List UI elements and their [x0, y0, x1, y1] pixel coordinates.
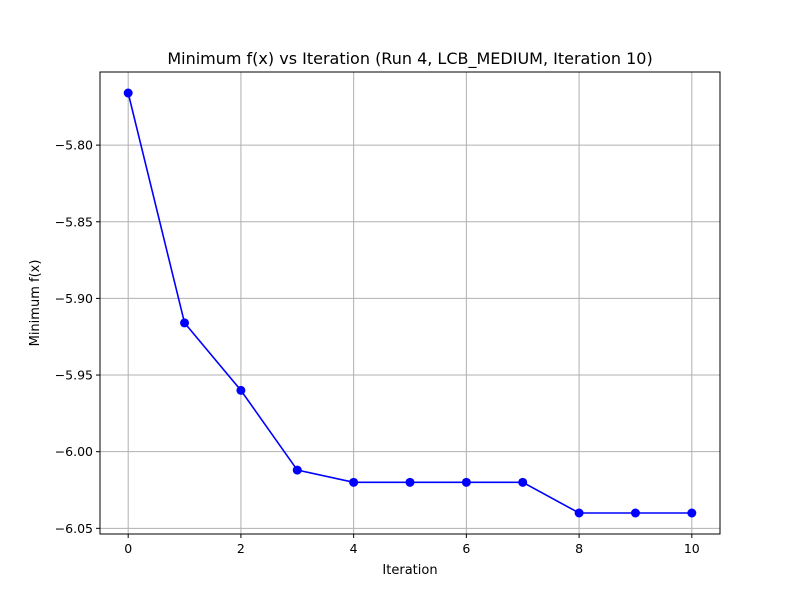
data-point: [630, 508, 640, 518]
y-axis-label: Minimum f(x): [28, 260, 43, 347]
x-axis-label: Iteration: [382, 563, 437, 578]
grid: [100, 72, 720, 534]
data-point: [123, 88, 133, 98]
x-tick-label: 8: [575, 541, 583, 556]
y-tick-label: −5.85: [55, 214, 93, 229]
y-tick-label: −5.95: [55, 368, 93, 383]
data-point: [687, 508, 697, 518]
y-tick-label: −6.05: [55, 521, 93, 536]
data-point: [236, 385, 246, 395]
data-point: [405, 477, 415, 487]
y-tick-label: −5.80: [55, 138, 93, 153]
plot-frame: [99, 71, 721, 535]
data-point: [349, 477, 359, 487]
data-point: [461, 477, 471, 487]
x-tick-label: 6: [462, 541, 470, 556]
ticks: 0 2 4 6 8 10 −5.80 −5.85 −5.90 −5.95 −6.00 −6.05: [55, 138, 700, 556]
x-tick-label: 10: [684, 541, 700, 556]
data-point: [292, 465, 302, 475]
x-tick-label: 2: [237, 541, 245, 556]
chart-title: Minimum f(x) vs Iteration (Run 4, LCB_ME…: [167, 49, 652, 69]
y-tick-label: −5.90: [55, 291, 93, 306]
series-layer: [123, 88, 697, 518]
x-tick-label: 0: [124, 541, 132, 556]
data-point: [518, 477, 528, 487]
x-tick-label: 4: [350, 541, 358, 556]
y-tick-label: −6.00: [55, 444, 93, 459]
data-point: [574, 508, 584, 518]
data-point: [180, 318, 190, 328]
